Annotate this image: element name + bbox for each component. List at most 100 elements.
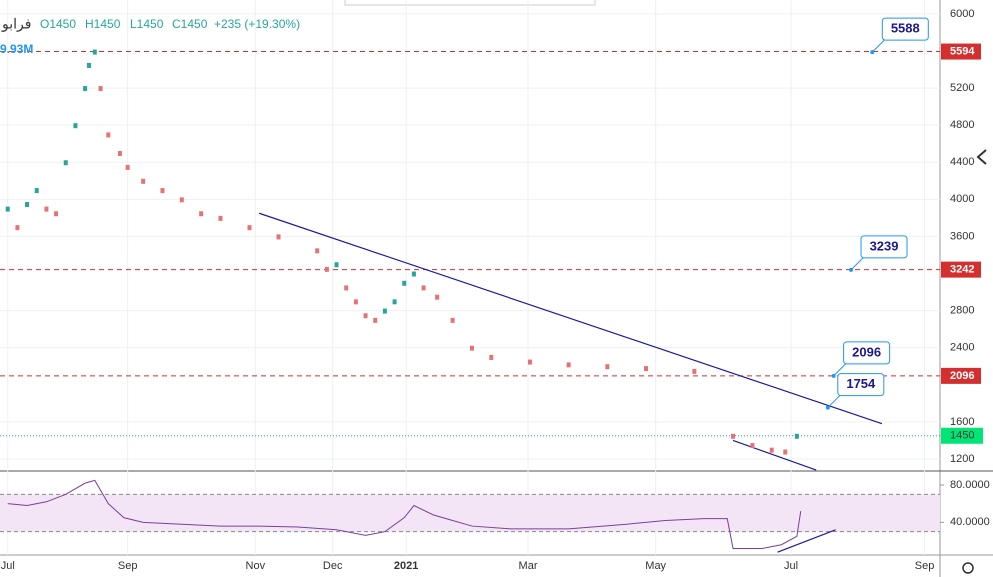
price-mark [527,359,532,365]
price-mark [489,354,494,360]
x-tick-label: May [645,560,666,572]
volume: 9.93M [0,42,33,56]
price-mark [411,271,416,277]
price-mark [363,313,368,319]
trend-line [777,529,836,553]
price-mark [605,364,610,370]
price-mark [794,433,799,439]
price-mark [247,225,252,231]
level-label: 2096 [950,370,974,382]
price-mark [218,215,223,221]
price-mark [63,160,68,166]
price-mark [160,188,165,194]
y-tick-label: 5200 [950,82,974,94]
price-mark [692,368,697,374]
callout-box [860,235,908,259]
price-mark [83,86,88,92]
level-label: 5594 [950,45,975,57]
price-mark [44,206,49,212]
price-mark [566,362,571,368]
level-tag [941,367,981,384]
price-mark [141,178,146,184]
level-tag [941,261,981,278]
price-mark [373,317,378,323]
open: O1450 [40,17,76,31]
price-mark [86,62,91,68]
callout-label: 5588 [891,21,920,36]
rsi-line [7,479,802,549]
price-mark [125,164,130,170]
callout-box [881,17,929,41]
price-mark [5,206,10,212]
callout-label: 2096 [852,344,881,359]
legend-header: فرابو O1450 H1450 L1450 C1450 +235 (+19.… [0,16,300,56]
last-price-label: 1450 [950,430,974,442]
price-mark [402,280,407,286]
price-mark [276,234,281,240]
price-mark [179,197,184,203]
low: L1450 [130,17,164,31]
x-tick-label: 2021 [394,560,418,572]
price-mark [54,211,59,217]
callout-label: 1754 [846,376,876,391]
price-mark [382,308,387,314]
price-mark [750,443,755,449]
callout-leader [850,257,864,271]
price-mark [392,299,397,305]
y-tick-label: 2400 [950,342,974,354]
callout-box [843,341,891,365]
price-mark [469,345,474,351]
price-mark [324,266,329,272]
y-tick-label: 3600 [950,230,974,242]
price-mark [435,294,440,300]
y-tick-label: 40.0000 [950,516,990,528]
x-tick-label: Jul [1,560,15,572]
close: C1450 [172,17,208,31]
trend-line [732,439,817,471]
callout-leader [871,39,885,53]
x-tick-label: Nov [246,560,266,572]
price-mark [25,201,30,207]
collapse-arrow[interactable] [976,149,987,165]
y-tick-label: 1200 [950,453,974,465]
x-tick-label: Sep [118,560,138,572]
rsi-band [0,494,940,532]
y-tick-label: 1600 [950,416,974,428]
price-mark [731,433,736,439]
y-tick-label: 4800 [950,119,974,131]
y-tick-label: 80.0000 [950,479,990,491]
y-tick-label: 2800 [950,305,974,317]
change: +235 (+19.30%) [214,17,300,31]
trend-line [258,212,883,425]
callout-box [837,373,885,397]
price-mark [106,132,111,138]
level-tag [941,43,981,60]
high: H1450 [85,17,121,31]
price-mark [644,366,649,372]
x-tick-label: Dec [323,560,343,572]
price-mark [769,447,774,453]
x-tick-label: Sep [915,560,935,572]
price-mark [334,262,339,268]
x-tick-label: Mar [519,560,538,572]
symbol: فرابو [1,16,31,33]
last-price-tag [941,427,983,444]
x-tick-label: Jul [784,560,798,572]
y-tick-label: 4400 [950,156,974,168]
price-mark [353,299,358,305]
settings-icon[interactable] [962,562,974,574]
callout-label: 3239 [870,238,899,253]
price-mark [117,150,122,156]
toolbar[interactable] [344,0,596,6]
price-mark [315,248,320,254]
price-mark [421,285,426,291]
callout-leader [833,363,846,377]
price-mark [199,211,204,217]
price-mark [34,188,39,194]
price-mark [98,86,103,92]
y-tick-label: 4000 [950,193,974,205]
level-label: 3242 [950,264,974,276]
callout-leader [827,395,841,408]
price-mark [92,49,97,55]
